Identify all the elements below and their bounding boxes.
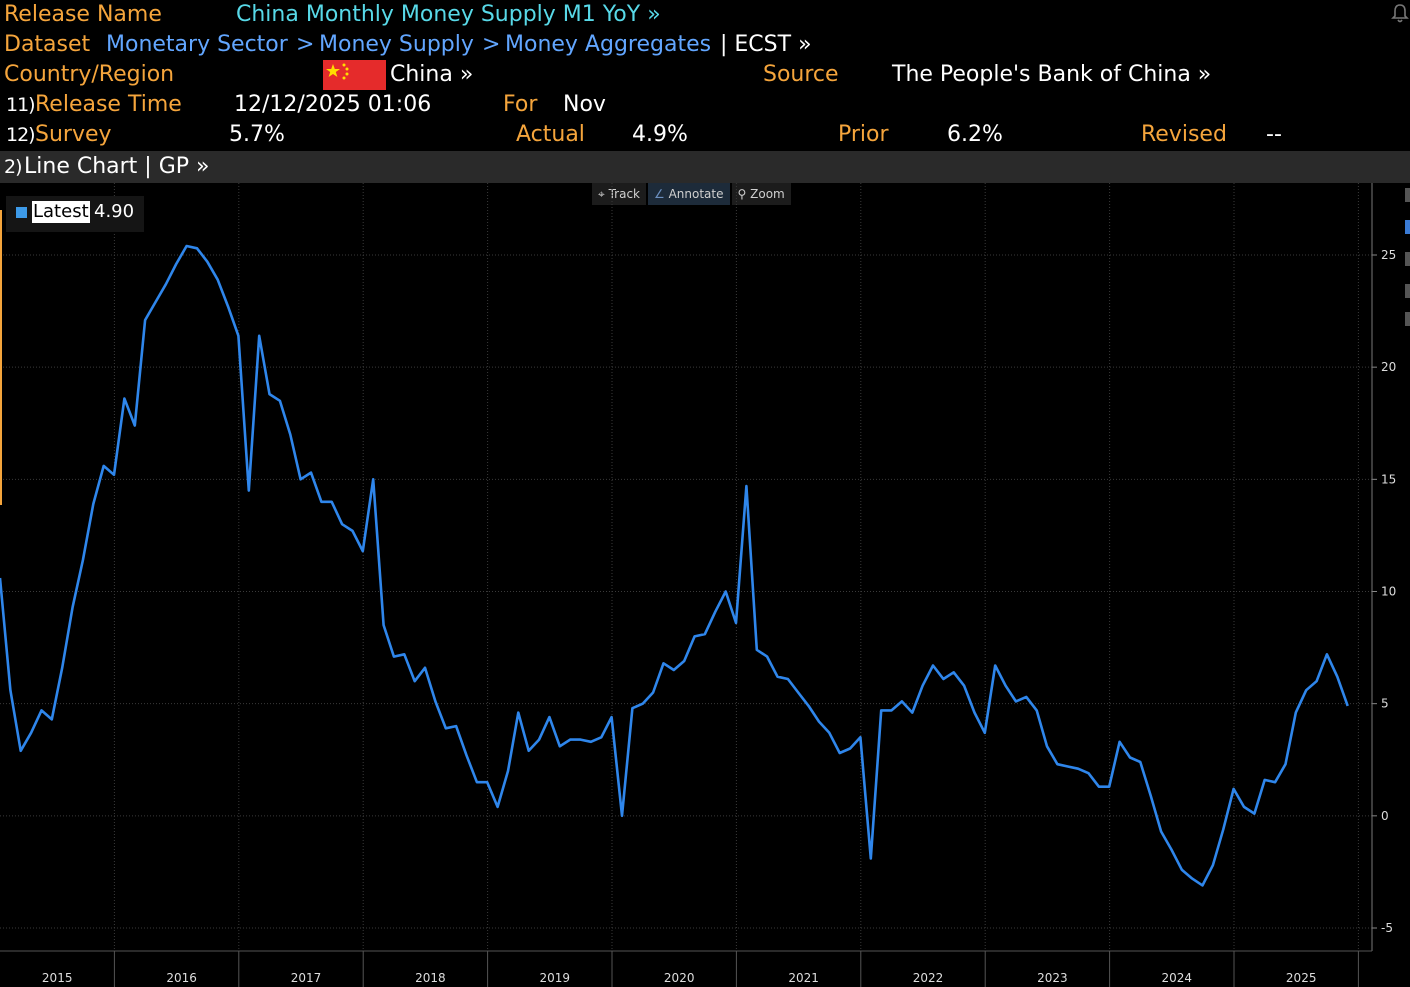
china-flag-icon	[323, 60, 386, 90]
track-button[interactable]: ⌖ Track	[592, 183, 646, 205]
track-label: Track	[608, 187, 640, 201]
x-tick-label: 2017	[291, 971, 322, 985]
chart-legend[interactable]: Latest 4.90	[6, 196, 144, 232]
x-tick-label: 2024	[1162, 971, 1193, 985]
legend-value: 4.90	[94, 201, 135, 222]
zoom-button[interactable]: ⚲ Zoom	[731, 183, 791, 205]
source-label: Source	[763, 62, 839, 87]
y-tick-label: -5	[1381, 921, 1393, 935]
country-label: Country/Region	[4, 62, 175, 87]
x-tick-label: 2015	[42, 971, 73, 985]
release-time-label[interactable]: Release Time	[35, 92, 182, 117]
actual-label: Actual	[516, 122, 585, 147]
x-tick-label: 2021	[788, 971, 819, 985]
x-tick-label: 2023	[1037, 971, 1068, 985]
revised-value: --	[1266, 122, 1282, 147]
x-tick-label: 2016	[166, 971, 197, 985]
y-tick-label: 0	[1381, 809, 1389, 823]
breadcrumb-separator: >	[296, 32, 315, 57]
legend-label: Latest	[32, 201, 90, 223]
country-link[interactable]: China »	[390, 62, 474, 87]
y-tick-label: 25	[1381, 248, 1396, 262]
breadcrumb-separator: >	[482, 32, 501, 57]
line-chart-gp-link[interactable]: Line Chart | GP »	[24, 154, 210, 179]
chart-bar-number: 2)	[4, 156, 22, 178]
actual-value: 4.9%	[632, 122, 688, 147]
release-name-link[interactable]: China Monthly Money Supply M1 YoY »	[236, 2, 661, 27]
scroll-marker[interactable]	[1405, 188, 1410, 202]
survey-label[interactable]: Survey	[35, 122, 112, 147]
scroll-marker[interactable]	[1405, 312, 1410, 326]
x-tick-label: 2020	[664, 971, 695, 985]
x-tick-label: 2018	[415, 971, 446, 985]
dataset-link-money-aggregates[interactable]: Money Aggregates	[505, 32, 712, 57]
prior-label: Prior	[838, 122, 889, 147]
for-label: For	[503, 92, 538, 117]
source-link[interactable]: The People's Bank of China »	[892, 62, 1212, 87]
annotate-label: Annotate	[668, 187, 724, 201]
revised-label: Revised	[1141, 122, 1227, 147]
prior-value: 6.2%	[947, 122, 1003, 147]
crosshair-icon: ⌖	[598, 187, 605, 201]
pencil-icon: ∠	[654, 187, 665, 201]
legend-swatch	[16, 207, 27, 218]
chart-left-edge-marker	[0, 210, 2, 505]
survey-value: 5.7%	[229, 122, 285, 147]
x-tick-label: 2022	[913, 971, 944, 985]
release-name-label: Release Name	[4, 2, 162, 27]
chart-title-bar: 2) Line Chart | GP »	[0, 151, 1410, 183]
y-tick-label: 15	[1381, 472, 1396, 486]
y-tick-label: 5	[1381, 697, 1389, 711]
dataset-ecst-link[interactable]: | ECST »	[720, 32, 812, 57]
chart-toolbar: ⌖ Track ∠ Annotate ⚲ Zoom	[592, 183, 791, 205]
release-time-value: 12/12/2025 01:06	[234, 92, 432, 117]
y-tick-label: 10	[1381, 585, 1396, 599]
scroll-marker-active[interactable]	[1405, 220, 1410, 234]
y-tick-label: 20	[1381, 360, 1396, 374]
dataset-label: Dataset	[4, 32, 91, 57]
scroll-marker[interactable]	[1405, 252, 1410, 266]
annotate-button[interactable]: ∠ Annotate	[648, 183, 730, 205]
x-tick-label: 2025	[1286, 971, 1317, 985]
zoom-label: Zoom	[750, 187, 785, 201]
scroll-marker[interactable]	[1405, 284, 1410, 298]
magnifier-icon: ⚲	[737, 187, 747, 201]
release-time-number: 11)	[6, 94, 36, 116]
series-line-m1-yoy[interactable]	[0, 244, 1349, 887]
bell-icon[interactable]	[1390, 2, 1410, 24]
dataset-link-monetary-sector[interactable]: Monetary Sector	[106, 32, 288, 57]
dataset-link-money-supply[interactable]: Money Supply	[319, 32, 474, 57]
x-tick-label: 2019	[540, 971, 571, 985]
for-value: Nov	[563, 92, 606, 117]
survey-number: 12)	[6, 124, 36, 146]
